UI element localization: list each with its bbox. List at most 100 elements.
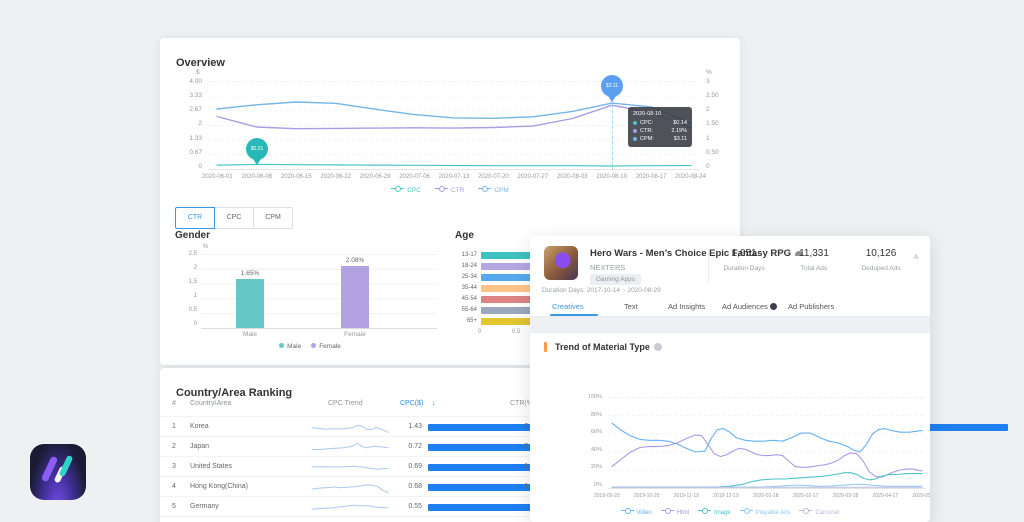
overview-right-axis: 3 2.50 2 1.50 1 0.50 0 (706, 78, 719, 170)
age-x-tick: 0 (478, 329, 482, 335)
cpc-dot-icon (633, 121, 637, 125)
legend-item-ctr[interactable]: CTR (434, 185, 464, 194)
app-detail-panel: Hero Wars - Men’s Choice Epic Fantasy RP… (530, 236, 930, 522)
legend-item-carousel[interactable]: Carousel (799, 507, 840, 516)
overview-x-axis: 2020-06-01 2020-06-08 2020-06-15 2020-06… (202, 174, 706, 180)
cpm-line-marker-icon (478, 185, 492, 192)
gender-legend: Male Female (175, 343, 445, 350)
legend-item-female[interactable]: Female (311, 343, 341, 350)
cpc-sparkline (311, 484, 389, 494)
male-dot-icon (279, 343, 285, 348)
male-value-label: 1.65% (240, 270, 260, 278)
right-axis-unit: % (706, 69, 712, 76)
legend-item-image[interactable]: Image (698, 507, 731, 516)
app-title: Hero Wars - Men’s Choice Epic Fantasy RP… (590, 248, 803, 259)
country-ranking-title: Country/Area Ranking (176, 387, 293, 400)
table-row-canada[interactable]: 6 Canada 0.53 1.3 (160, 516, 740, 522)
tab-creatives[interactable]: Creatives (552, 302, 584, 311)
female-value-label: 2.08% (345, 257, 365, 265)
gender-axis-unit: % (203, 244, 209, 250)
ctr-line-marker-icon (434, 185, 448, 192)
video-line-marker-icon (620, 507, 634, 514)
sort-desc-icon[interactable]: ↓ (432, 400, 436, 407)
stat-deduped-ads: 10,126 Deduped Ads (861, 248, 901, 272)
active-tab-underline (550, 314, 598, 316)
gender-y-axis: 2.5 2 1.5 1 0.5 0 (188, 251, 197, 327)
gender-chart: Gender % 2.5 2 1.5 1 0.5 0 1.65% 2.08% (175, 230, 445, 360)
info-icon[interactable] (653, 343, 662, 351)
overview-line-chart[interactable]: $0.21 $3.11 2020-08-10 CPC: $0.14 CTR: 2… (208, 75, 700, 170)
tab-ad-audiences[interactable]: Ad Audiences (722, 302, 777, 311)
female-bar[interactable] (341, 266, 369, 328)
overview-title: Overview (176, 57, 225, 70)
cpm-dot-icon (633, 137, 637, 141)
tab-cpc[interactable]: CPC (214, 207, 254, 229)
female-bar-group: 2.08% (341, 254, 369, 328)
legend-item-html[interactable]: Html (660, 507, 689, 516)
cpc-sparkline (311, 504, 389, 510)
tooltip-date: 2020-08-10 (633, 111, 662, 117)
tooltip-row: CPC: $0.14 (633, 119, 687, 127)
vip-badge-icon (769, 303, 777, 310)
ctr-dot-icon (633, 129, 637, 133)
trend-legend: Video Html Image Playable Ads Carousel (530, 507, 930, 516)
min-value-pin: $0.21 (246, 138, 268, 165)
playable-line-marker-icon (739, 507, 753, 514)
overview-left-axis: 4.00 3.33 2.67 2 1.33 0.67 0 (189, 78, 202, 170)
stat-total-ads: 11,331 Total Ads (799, 248, 829, 272)
tab-cpm[interactable]: CPM (253, 207, 293, 229)
cpc-sort-header[interactable]: CPC($) (400, 400, 424, 407)
tab-text[interactable]: Text (624, 302, 638, 311)
hover-guide-line (612, 95, 613, 170)
section-accent-bar (544, 342, 547, 352)
app-tab-bar: Creatives Text Ad Insights Ad Audiences … (530, 298, 930, 317)
stat-duration-days: 1,051 Duration Days (723, 248, 765, 272)
app-publisher: NEXTERS (590, 263, 626, 272)
trend-section-title: Trend of Material Type (544, 342, 662, 352)
cpc-sparkline (311, 465, 389, 470)
gender-title: Gender (175, 230, 211, 241)
chart-tooltip: 2020-08-10 CPC: $0.14 CTR: 2.19% CPM: $3… (628, 107, 692, 147)
section-gap (530, 317, 930, 333)
tab-ad-insights[interactable]: Ad Insights (668, 302, 706, 311)
male-bar[interactable] (236, 279, 264, 328)
html-line-marker-icon (660, 507, 674, 514)
trend-chart-svg (608, 397, 926, 489)
cpc-line-marker-icon (391, 185, 405, 192)
app-icon (544, 246, 578, 280)
trend-y-axis: 100% 80% 60% 40% 20% 0% (587, 394, 602, 488)
legend-item-male[interactable]: Male (279, 343, 301, 350)
material-trend-chart[interactable] (608, 397, 926, 489)
app-category-tag[interactable]: Gaming Apps (590, 274, 642, 285)
max-value-pin: $3.11 (601, 75, 623, 102)
overview-legend: CPC CTR CPM (160, 185, 740, 194)
tab-ctr[interactable]: CTR (175, 207, 215, 229)
cpc-sparkline (311, 424, 389, 433)
legend-item-cpc[interactable]: CPC (391, 185, 421, 194)
legend-item-playable-ads[interactable]: Playable Ads (739, 507, 790, 516)
stats-divider (708, 250, 709, 282)
stat-clipped: A (914, 254, 919, 261)
tooltip-row: CPM: $3.11 (633, 135, 687, 143)
trend-x-axis: 2019-09-20 2019-10-20 2019-11-19 2019-12… (594, 493, 930, 499)
tab-ad-publishers[interactable]: Ad Publishers (788, 302, 835, 311)
legend-item-cpm[interactable]: CPM (478, 185, 509, 194)
carousel-line-marker-icon (799, 507, 813, 514)
cpc-sparkline (311, 442, 389, 451)
female-dot-icon (311, 343, 317, 348)
age-x-tick: 0.5 (512, 329, 521, 335)
male-bar-group: 1.65% (236, 254, 264, 328)
tooltip-row: CTR: 2.19% (633, 127, 687, 135)
socialpeta-logo[interactable] (30, 444, 86, 500)
overview-chart-svg (208, 81, 700, 170)
image-line-marker-icon (698, 507, 712, 514)
legend-item-video[interactable]: Video (620, 507, 652, 516)
country-table-header: # Country/Area CPC Trend CPC($) ↓ CTR(%) (172, 400, 536, 407)
age-title: Age (455, 230, 474, 241)
gender-plot[interactable]: 1.65% 2.08% (201, 254, 437, 329)
app-duration-range: Duration Days: 2017-10-14 ~ 2020-08-29 (542, 287, 661, 294)
metric-tab-group: CTR CPC CPM (175, 207, 293, 229)
android-icon (794, 251, 803, 256)
left-axis-unit: $ (196, 69, 200, 76)
